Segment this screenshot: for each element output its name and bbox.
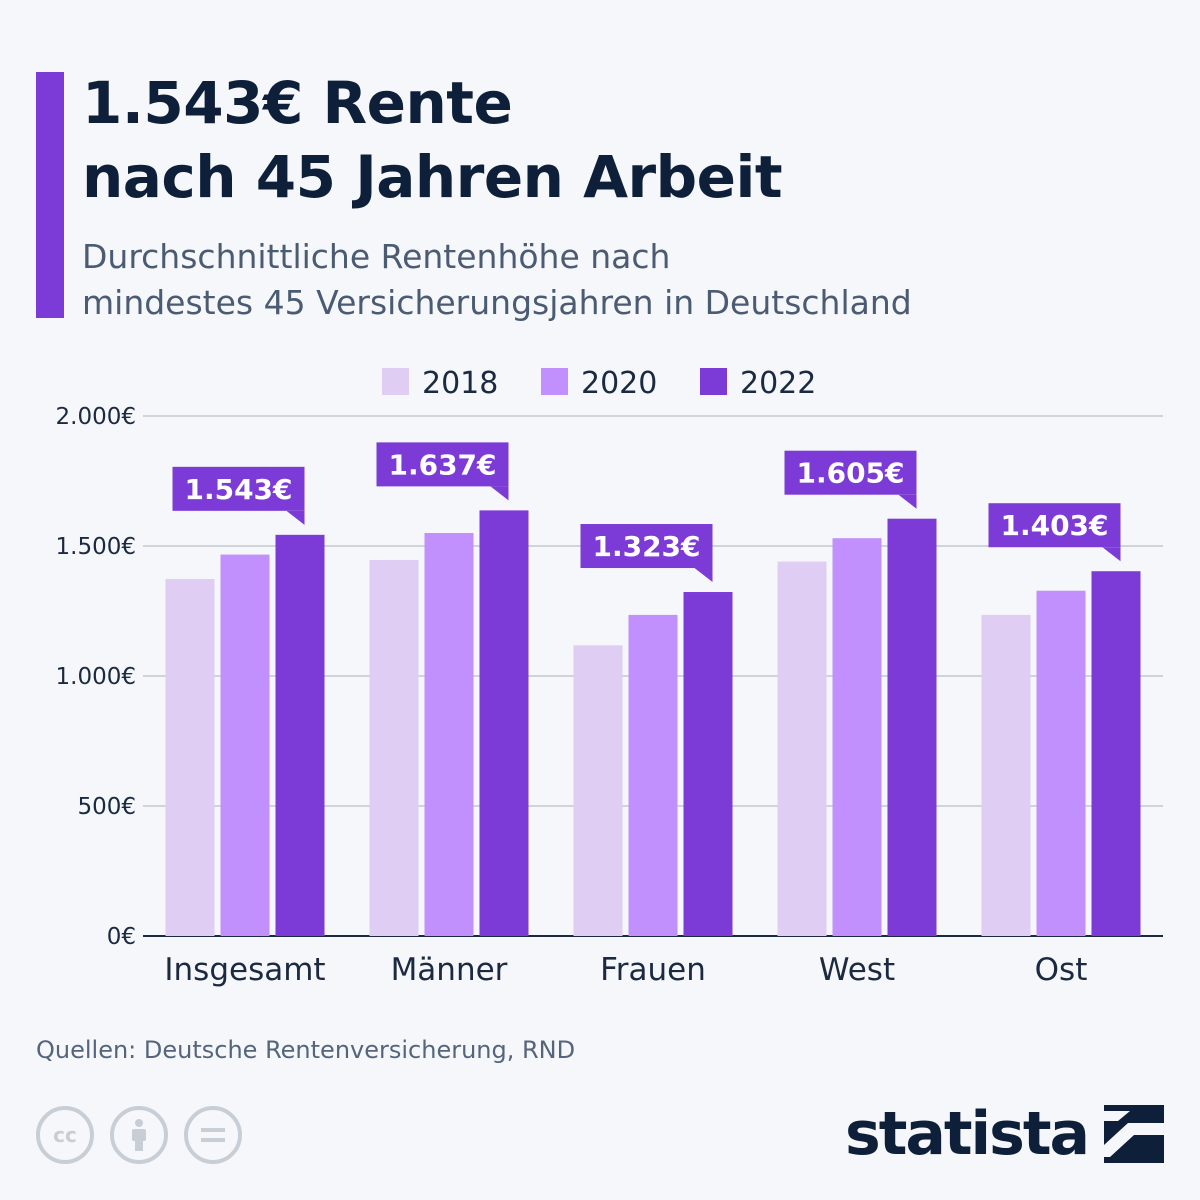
cc-icon: cc bbox=[36, 1106, 94, 1164]
brand-name: statista bbox=[844, 1099, 1090, 1169]
bar-insgesamt-2018 bbox=[165, 579, 215, 936]
data-label-pointer bbox=[694, 568, 713, 583]
data-label-box bbox=[172, 466, 305, 511]
data-label: 1.605€ bbox=[796, 457, 904, 490]
legend-swatch-2022 bbox=[700, 368, 727, 395]
license-icons: cc bbox=[36, 1106, 242, 1164]
legend-swatch-2020 bbox=[541, 368, 568, 395]
subtitle-line-1: Durchschnittliche Rentenhöhe nach bbox=[82, 237, 671, 276]
attribution-icon bbox=[110, 1106, 168, 1164]
legend-label-2018: 2018 bbox=[422, 366, 498, 401]
chart-subtitle: Durchschnittliche Rentenhöhe nach mindes… bbox=[82, 234, 1162, 326]
data-label-pointer bbox=[1102, 547, 1121, 562]
y-tick-label: 1.000€ bbox=[56, 664, 136, 690]
data-label: 1.323€ bbox=[592, 530, 700, 563]
data-label-box bbox=[988, 503, 1121, 548]
title-line-2: nach 45 Jahren Arbeit bbox=[82, 143, 783, 211]
data-label-pointer bbox=[286, 510, 305, 525]
accent-bar bbox=[36, 72, 64, 318]
bar-männer-2022 bbox=[479, 510, 529, 936]
x-tick-label: Ost bbox=[1035, 952, 1088, 988]
data-label-box bbox=[784, 450, 917, 495]
bar-west-2018 bbox=[777, 561, 827, 936]
data-label: 1.637€ bbox=[388, 448, 496, 481]
bar-west-2022 bbox=[887, 518, 937, 936]
legend-label-2020: 2020 bbox=[581, 366, 657, 401]
y-tick-label: 2.000€ bbox=[56, 404, 136, 430]
bar-männer-2018 bbox=[369, 560, 419, 936]
no-derivatives-icon bbox=[184, 1106, 242, 1164]
bar-insgesamt-2020 bbox=[220, 554, 270, 936]
x-tick-label: Insgesamt bbox=[164, 952, 325, 988]
y-tick-label: 1.500€ bbox=[56, 534, 136, 560]
bar-frauen-2020 bbox=[628, 614, 678, 936]
data-label-pointer bbox=[490, 486, 509, 501]
bar-chart: 0€ 500€ 1.000€ 1.500€ 2.000€ 2018 2020 2022 Insg… bbox=[56, 366, 1163, 988]
data-label-pointer bbox=[898, 494, 917, 509]
data-label: 1.403€ bbox=[1000, 509, 1108, 542]
x-tick-label: Frauen bbox=[600, 952, 706, 988]
bar-ost-2020 bbox=[1036, 590, 1086, 936]
title-line-1: 1.543€ Rente bbox=[82, 69, 513, 137]
statista-logo-icon bbox=[1104, 1105, 1164, 1163]
data-label-box bbox=[580, 524, 713, 569]
data-label: 1.543€ bbox=[184, 473, 292, 506]
bar-frauen-2018 bbox=[573, 645, 623, 936]
bar-insgesamt-2022 bbox=[275, 534, 325, 936]
source-note: Quellen: Deutsche Rentenversicherung, RN… bbox=[36, 1036, 576, 1064]
bar-frauen-2022 bbox=[683, 592, 733, 936]
bar-ost-2022 bbox=[1091, 571, 1141, 936]
bar-männer-2020 bbox=[424, 533, 474, 936]
brand-logo[interactable]: statista bbox=[845, 1098, 1164, 1170]
bar-ost-2018 bbox=[981, 614, 1031, 936]
x-tick-label: West bbox=[819, 952, 895, 988]
legend-swatch-2018 bbox=[382, 368, 409, 395]
subtitle-line-2: mindestes 45 Versicherungsjahren in Deut… bbox=[82, 283, 912, 322]
y-tick-label: 500€ bbox=[77, 794, 136, 820]
bar-west-2020 bbox=[832, 538, 882, 936]
x-tick-label: Männer bbox=[391, 952, 508, 988]
data-label-box bbox=[376, 442, 509, 487]
chart-title: 1.543€ Rente nach 45 Jahren Arbeit bbox=[82, 66, 1162, 214]
y-tick-label: 0€ bbox=[107, 924, 136, 950]
legend-label-2022: 2022 bbox=[740, 366, 816, 401]
